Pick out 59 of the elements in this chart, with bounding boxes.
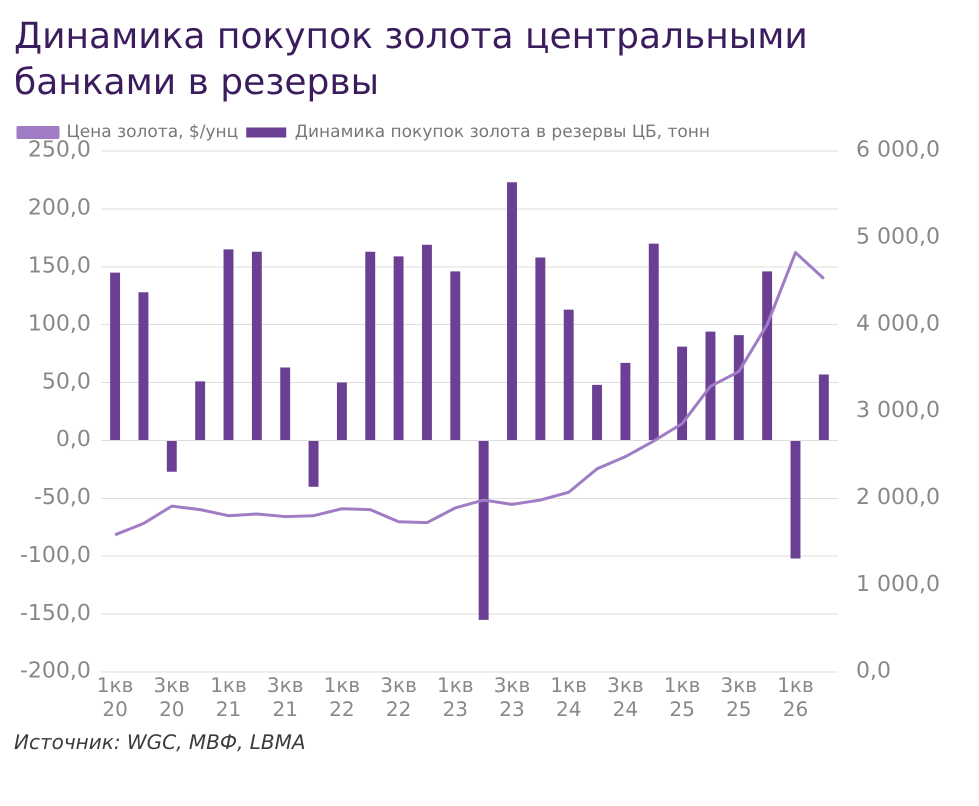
bar [564,310,574,440]
x-tick-label: 3кв 25 [720,673,758,722]
x-tick-label: 3кв 24 [607,673,644,722]
bar [138,292,148,440]
bar [394,256,404,440]
x-tick-label: 3кв 20 [154,673,190,722]
bar [790,440,800,559]
bar [336,382,347,440]
bar [705,332,716,440]
bar [280,368,290,440]
y-tick-label: 200,0 [28,196,91,221]
bar [677,346,688,440]
bar [365,252,376,440]
legend-label: Динамика покупок золота в резервы ЦБ, тонн [294,122,710,142]
bar [507,182,517,440]
y-tick-label: -100,0 [20,542,91,568]
bar [620,362,630,440]
bar [648,244,659,440]
x-tick-label: 1кв 20 [96,673,134,722]
bar [450,271,460,440]
bar [592,384,602,440]
chart-title: Динамика покупок золота центральными банками в резервы [14,15,809,105]
x-tick-label: 3кв 23 [494,673,530,722]
x-tick-label: 3кв 22 [380,673,417,722]
y-tick-label: 100,0 [28,311,91,336]
y-tick-label: 150,0 [28,253,91,278]
bar [110,272,120,440]
y-tick-label: -50,0 [34,485,91,510]
y2-tick-label: 3 000,0 [856,398,940,424]
y2-tick-label: 4 000,0 [856,311,940,336]
y-tick-label: 0,0 [56,427,91,452]
bar [224,249,234,440]
x-tick-label: 1кв 24 [550,673,587,722]
bar [166,440,177,472]
y2-tick-label: 2 000,0 [856,485,940,510]
y2-tick-label: 5 000,0 [856,224,940,250]
y-tick-label: -150,0 [20,600,91,626]
bar [195,381,206,440]
y2-tick-label: 6 000,0 [856,138,940,163]
x-tick-label: 1кв 22 [324,673,360,722]
y2-tick-label: 1 000,0 [856,572,940,597]
bar [422,244,432,440]
y-tick-label: 250,0 [28,138,91,163]
bar [734,335,744,440]
bar [252,252,262,440]
bar [535,258,546,440]
x-tick-label: 1кв 21 [210,673,247,722]
y-tick-label: -200,0 [20,658,91,684]
x-tick-label: 1кв 23 [437,673,474,722]
bar [762,271,772,440]
y-tick-label: 50,0 [42,369,91,394]
y2-tick-label: 0,0 [856,658,892,684]
x-tick-label: 1кв 26 [777,673,814,722]
bar [308,440,319,487]
x-tick-label: 3кв 21 [266,673,304,722]
bar [818,374,829,440]
text: Источник: WGC, МВФ, LBMA [14,730,307,754]
x-tick-label: 1кв 25 [664,673,700,722]
bar [478,440,489,620]
